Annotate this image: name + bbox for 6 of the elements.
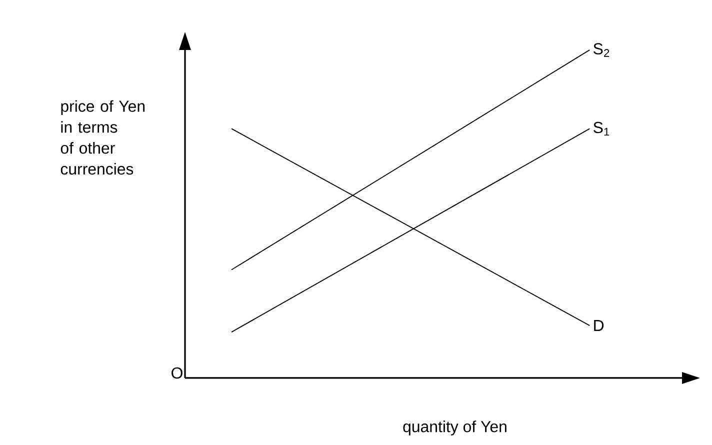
series-label: S$_{1}$ xyxy=(594,122,610,136)
y-axis-title: price of Yen in terms of other currencies xyxy=(60,100,145,175)
series-label: S$_{2}$ xyxy=(594,43,610,57)
text: O xyxy=(172,367,182,379)
series-label: D xyxy=(594,320,604,331)
x-axis-title: quantity of Yen xyxy=(403,420,506,436)
